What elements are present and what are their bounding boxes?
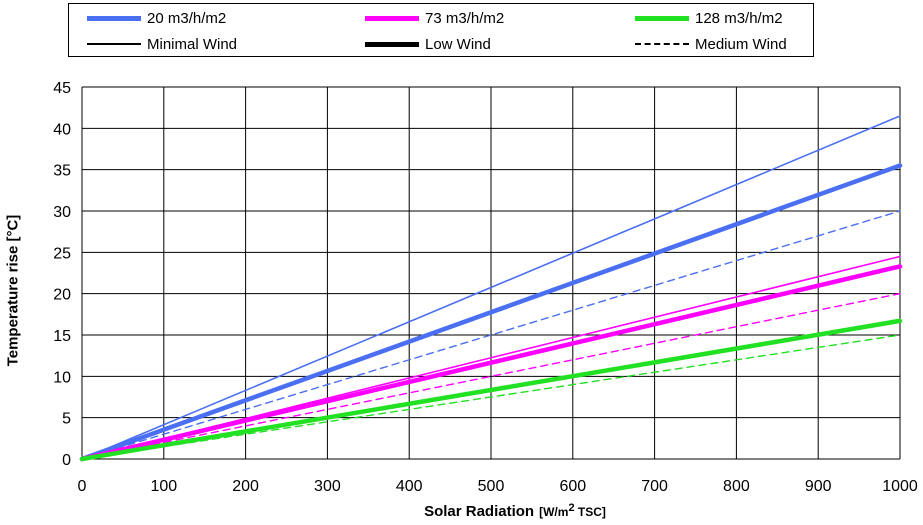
x-tick-label: 100 — [150, 478, 177, 495]
y-tick-label: 0 — [62, 452, 71, 469]
grid — [81, 86, 901, 460]
chart-legend: 20 m3/h/m2 73 m3/h/m2 128 m3/h/m2 Minima… — [68, 3, 814, 57]
series-lines — [79, 115, 903, 462]
x-axis-unit-sup: 2 — [568, 502, 575, 514]
legend-item-minimal-wind: Minimal Wind — [87, 33, 237, 55]
y-tick-label: 35 — [53, 163, 71, 180]
tick-labels: 0 100 200 300 400 500 600 700 800 900 1000 0 5 10 15 20… — [53, 80, 918, 495]
y-axis-title: Temperature rise [°C] — [2, 100, 24, 480]
legend-swatch-flow-73 — [365, 15, 419, 21]
x-axis-title-text: Solar Radiation — [424, 503, 535, 520]
x-axis-unit: [W/m2 TSC] — [539, 502, 606, 519]
legend-swatch-medium-wind — [635, 43, 689, 45]
legend-item-low-wind: Low Wind — [365, 33, 491, 55]
x-tick-label: 600 — [559, 478, 586, 495]
x-axis-title: Solar Radiation [W/m2 TSC] — [350, 502, 680, 524]
legend-label-flow-128: 128 m3/h/m2 — [695, 9, 783, 27]
series-line — [79, 264, 903, 462]
x-tick-label: 400 — [396, 478, 423, 495]
legend-item-flow-128: 128 m3/h/m2 — [635, 7, 783, 29]
legend-swatch-flow-128 — [635, 15, 689, 21]
series-line — [79, 318, 903, 462]
legend-swatch-low-wind — [365, 41, 419, 47]
series-line — [81, 115, 901, 460]
series-line — [81, 210, 901, 460]
y-axis-title-text: Temperature rise [°C] — [4, 214, 22, 366]
legend-label-medium-wind: Medium Wind — [695, 35, 787, 53]
x-tick-label: 1000 — [882, 478, 918, 495]
y-tick-label: 15 — [53, 328, 71, 345]
series-line — [81, 292, 901, 460]
x-tick-label: 500 — [478, 478, 505, 495]
y-tick-label: 20 — [53, 287, 71, 304]
legend-item-medium-wind: Medium Wind — [635, 33, 787, 55]
x-axis-unit-text: [W/m — [539, 505, 569, 519]
y-tick-label: 40 — [53, 121, 71, 138]
x-axis-unit-suffix: TSC] — [574, 505, 606, 519]
y-tick-label: 45 — [53, 80, 71, 97]
legend-label-minimal-wind: Minimal Wind — [147, 35, 238, 53]
legend-item-flow-73: 73 m3/h/m2 — [365, 7, 504, 29]
series-line — [81, 334, 901, 460]
y-tick-label: 25 — [53, 245, 71, 262]
legend-label-low-wind: Low Wind — [425, 35, 491, 53]
x-tick-label: 900 — [805, 478, 832, 495]
x-tick-label: 700 — [641, 478, 668, 495]
y-tick-label: 10 — [53, 369, 71, 386]
y-tick-label: 30 — [53, 204, 71, 221]
x-tick-label: 200 — [232, 478, 259, 495]
y-tick-label: 5 — [62, 411, 71, 428]
x-tick-label: 800 — [723, 478, 750, 495]
legend-swatch-minimal-wind — [87, 43, 141, 45]
legend-label-flow-73: 73 m3/h/m2 — [425, 9, 505, 27]
x-tick-label: 300 — [314, 478, 341, 495]
legend-item-flow-20: 20 m3/h/m2 — [87, 7, 226, 29]
legend-swatch-flow-20 — [87, 15, 141, 21]
series-line — [79, 163, 903, 462]
legend-label-flow-20: 20 m3/h/m2 — [147, 9, 227, 27]
x-tick-label: 0 — [78, 478, 87, 495]
